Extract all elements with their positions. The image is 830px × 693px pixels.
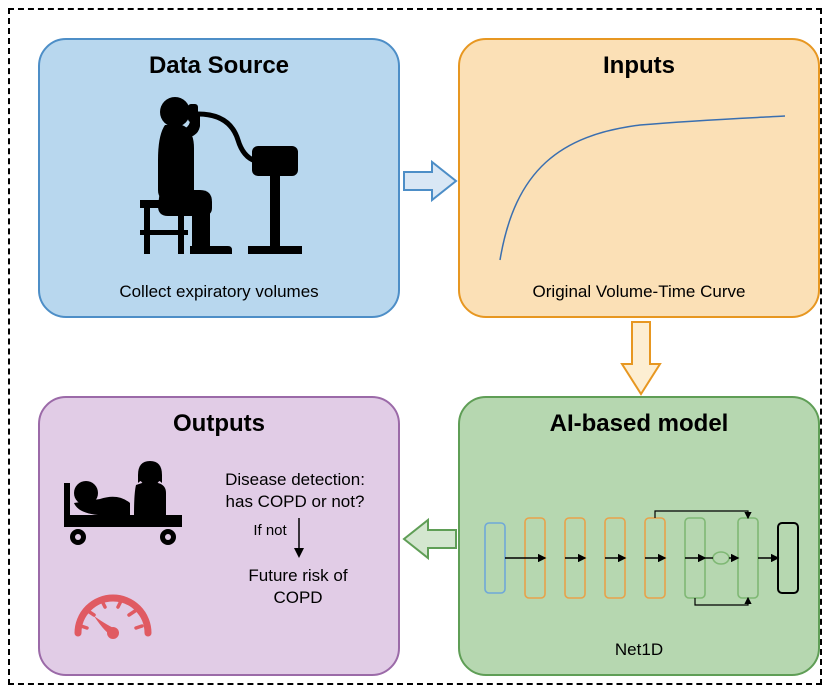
volume-time-curve <box>490 110 790 270</box>
detection-text-2: has COPD or not? <box>200 492 390 512</box>
box-outputs: Outputs Disease <box>38 396 400 676</box>
title-outputs: Outputs <box>40 410 398 438</box>
gauge-icon <box>68 578 158 648</box>
arrow-ai-to-outputs <box>402 516 458 562</box>
ifnot-label: If not <box>240 522 300 539</box>
hospital-bed-icon <box>58 453 198 563</box>
risk-text-1: Future risk of <box>208 566 388 586</box>
box-inputs: Inputs Original Volume-Time Curve <box>458 38 820 318</box>
net1d-diagram <box>480 493 802 623</box>
title-data-source: Data Source <box>40 52 398 80</box>
title-ai: AI-based model <box>460 410 818 438</box>
box-data-source: Data Source <box>38 38 400 318</box>
risk-text-2: COPD <box>208 588 388 608</box>
box-ai-model: AI-based model Net1D <box>458 396 820 676</box>
caption-data-source: Collect expiratory volumes <box>40 282 398 302</box>
diagram-frame: Data Source <box>8 8 822 685</box>
ifnot-arrow-icon <box>292 516 306 560</box>
caption-inputs: Original Volume-Time Curve <box>460 282 818 302</box>
spirometry-icon <box>120 90 330 260</box>
caption-ai: Net1D <box>460 640 818 660</box>
detection-text-1: Disease detection: <box>200 470 390 490</box>
arrow-datasource-to-inputs <box>402 158 458 204</box>
arrow-inputs-to-ai <box>618 320 664 396</box>
title-inputs: Inputs <box>460 52 818 80</box>
